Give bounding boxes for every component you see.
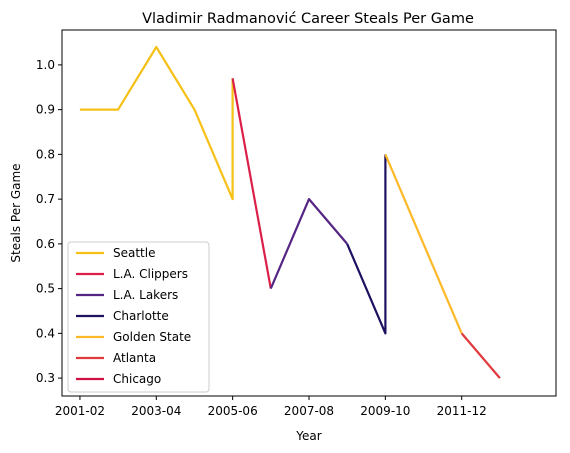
x-axis-label: Year — [295, 429, 321, 443]
y-tick-label: 0.8 — [36, 147, 55, 161]
y-axis-label: Steals Per Game — [9, 163, 23, 262]
x-tick-label: 2011-12 — [437, 404, 487, 418]
y-tick-label: 0.7 — [36, 192, 55, 206]
x-tick-label: 2003-04 — [131, 404, 181, 418]
legend-frame — [67, 241, 210, 393]
legend-label: Charlotte — [113, 309, 169, 323]
legend-label: L.A. Lakers — [113, 288, 178, 302]
y-tick-label: 0.9 — [36, 103, 55, 117]
series-line-l-a-clippers — [231, 78, 272, 289]
legend-label: L.A. Clippers — [113, 267, 188, 281]
series-lines — [79, 45, 501, 379]
series-line-seattle — [79, 45, 234, 201]
x-tick-label: 2001-02 — [55, 404, 105, 418]
series-line-golden-state — [384, 153, 463, 334]
x-axis-ticks: 2001-02 2003-04 2005-06 2007-08 2009-10 2011-… — [55, 396, 487, 418]
series-line-l-a-lakers — [269, 198, 349, 290]
y-tick-label: 0.3 — [36, 371, 55, 385]
x-tick-label: 2009-10 — [360, 404, 410, 418]
y-tick-label: 0.6 — [36, 237, 55, 251]
y-tick-label: 1.0 — [36, 58, 55, 72]
y-axis-ticks: 0.3 0.4 0.5 0.6 0.7 0.8 0.9 1.0 — [36, 58, 62, 385]
legend-label: Chicago — [113, 372, 161, 386]
legend: Seattle L.A. Clippers L.A. Lakers Charlotte… — [67, 241, 210, 393]
y-tick-label: 0.5 — [36, 282, 55, 296]
series-line-atlanta — [460, 332, 501, 379]
legend-label: Seattle — [113, 246, 155, 260]
legend-label: Atlanta — [113, 351, 156, 365]
series-line-charlotte — [346, 154, 387, 335]
legend-label: Golden State — [113, 330, 191, 344]
x-tick-label: 2007-08 — [284, 404, 334, 418]
chart-title: Vladimir Radmanović Career Steals Per Ga… — [142, 11, 474, 27]
x-tick-label: 2005-06 — [208, 404, 258, 418]
y-tick-label: 0.4 — [36, 326, 55, 340]
